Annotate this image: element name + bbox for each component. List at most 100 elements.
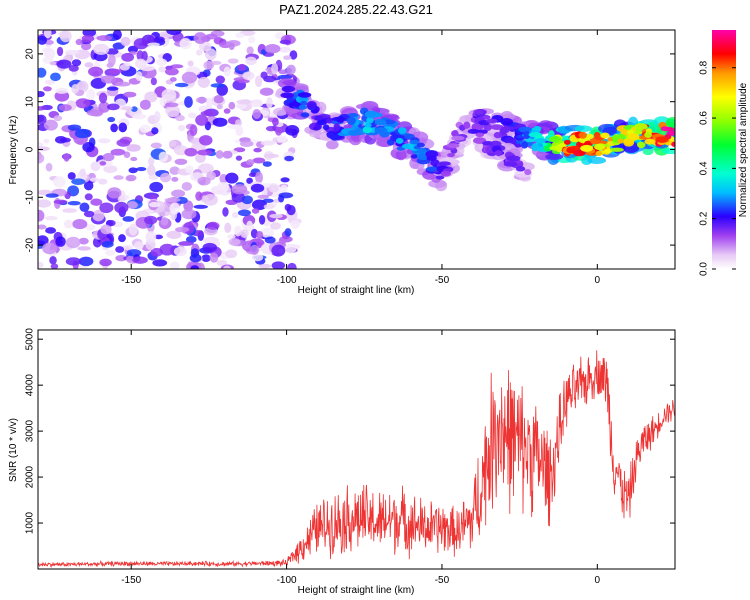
spectrogram-noise-blob [246,220,253,231]
spectrogram-noise-blob [43,30,52,39]
spectrogram-noise-blob [223,108,231,114]
snr-x-ticks: -150 -100 -50 0 [121,330,601,586]
spectrogram-noise-blob [132,256,148,264]
spectrogram-noise-blob [128,223,138,236]
spectrogram-ridge-halo [661,148,675,155]
spectrogram-noise-blob [245,159,255,166]
spectrogram-ridge-blob [563,139,571,145]
snr-marks [38,350,675,568]
snr-frame [37,329,676,570]
spectrogram-noise-blob [264,44,281,54]
spectrogram-noise-blob [115,81,131,87]
spectrogram-noise-blob [49,61,57,66]
spectrogram-ridge-blob [438,161,451,166]
spectrogram-noise-blob [55,236,66,247]
spectrogram-noise-blob [154,234,164,240]
y-tick-label: 20 [25,48,36,60]
spectrogram-noise-blob [106,62,114,68]
spectrogram-ridge-blob [425,150,439,158]
spectrogram-noise-blob [227,124,242,130]
spectrogram-ridge-blob [310,108,319,114]
spectrogram-ridge-blob [417,147,427,155]
spectrogram-noise-blob [110,123,118,133]
spectrogram-noise-blob [86,109,103,117]
y-tick-label: 1000 [25,511,36,534]
spectrogram-noise-blob [75,98,91,109]
spectrogram-noise-blob [181,208,197,220]
spectrogram-ridge-blob [523,131,531,139]
spectrogram-noise-blob [184,96,193,108]
spectrogram-ridge-halo [291,83,309,92]
spectrogram-ridge-blob [490,124,504,130]
spectrogram-noise-blob [181,71,198,84]
spectrogram-noise-blob [122,216,135,222]
spectrogram-noise-blob [59,30,72,43]
spectrogram-noise-blob [228,101,236,110]
spectrogram-noise-blob [235,103,247,109]
spectrogram-noise-blob [253,147,262,153]
spectrogram-noise-blob [84,193,93,201]
spectrogram-noise-blob [227,58,239,64]
spectrogram-ridge-blob [374,119,387,126]
spectrogram-noise-blob [50,72,61,82]
spectrogram-marks [38,30,675,269]
spectrogram-noise-blob [206,221,220,230]
spectrogram-noise-blob [202,242,218,253]
spectrogram-noise-blob [72,218,88,230]
spectrogram-noise-blob [133,38,149,50]
spectrogram-noise-blob [56,59,72,69]
spectrogram-noise-blob [121,52,135,62]
spectrogram-noise-blob [139,99,151,110]
spectrogram-ridge-blob [637,141,646,149]
spectrogram-noise-blob [240,229,249,238]
spectrogram-ridge-blob [300,100,308,106]
spectrogram-noise-blob [71,178,86,185]
spectrogram-noise-blob [263,153,280,159]
spectrogram-noise-blob [159,243,175,256]
spectrogram-ridge-blob [409,139,420,145]
spectrogram-noise-blob [100,75,116,84]
spectrogram-noise-blob [216,259,228,266]
spectrogram-ridge-blob [364,123,372,128]
spectrogram-noise-blob [130,156,138,162]
spectrogram-noise-blob [252,108,262,120]
spectrogram-ridge-blob [416,142,425,148]
spectrogram-noise-blob [115,246,125,253]
spectrogram-ridge-blob [594,143,606,151]
spectrogram-ridge-blob [362,126,372,134]
snr-y-axis-label: SNR (10 * v/v) [8,418,19,482]
spectrogram-ridge-blob [524,168,532,176]
spectrogram-noise-blob [212,117,228,127]
spectrogram-noise-blob [195,97,208,104]
x-tick-label: -50 [435,275,450,286]
spectrogram-ridge-blob [451,135,465,141]
spectrogram-ridge-blob [644,131,653,138]
spectrogram-noise-blob [55,87,69,94]
spectrogram-noise-blob [164,197,181,203]
spectrogram-noise-blob [223,265,231,269]
spectrogram-ridge-blob [578,131,588,139]
spectrogram-noise-blob [222,150,233,159]
spectrogram-noise-blob [153,111,161,123]
spectrogram-noise-blob [38,209,45,222]
spectrogram-noise-blob [176,196,188,204]
spectrogram-noise-blob [278,192,294,199]
figure-title: PAZ1.2024.285.22.43.G21 [279,2,433,17]
spectrogram-ridge-blob [366,116,374,124]
spectrogram-x-ticks: -150 -100 -50 0 [121,30,601,286]
spectrogram-noise-blob [86,89,96,101]
spectrogram-noise-blob [203,60,215,70]
colorbar-tick-label: 0.0 [699,262,710,276]
spectrogram-ridge-blob [348,129,357,136]
spectrogram-ridge-blob [660,126,670,132]
spectrogram-noise-blob [287,262,297,269]
spectrogram-ridge-blob [494,150,503,157]
spectrogram-ridge-blob [280,92,294,99]
spectrogram-noise-blob [103,165,118,174]
spectrogram-ridge-blob [533,126,542,131]
spectrogram-noise-blob [81,34,95,43]
spectrogram-ridge-blob [586,133,594,139]
spectrogram-noise-blob [59,137,71,143]
spectrogram-noise-blob [123,91,137,98]
spectrogram-ridge-blob [314,115,323,121]
